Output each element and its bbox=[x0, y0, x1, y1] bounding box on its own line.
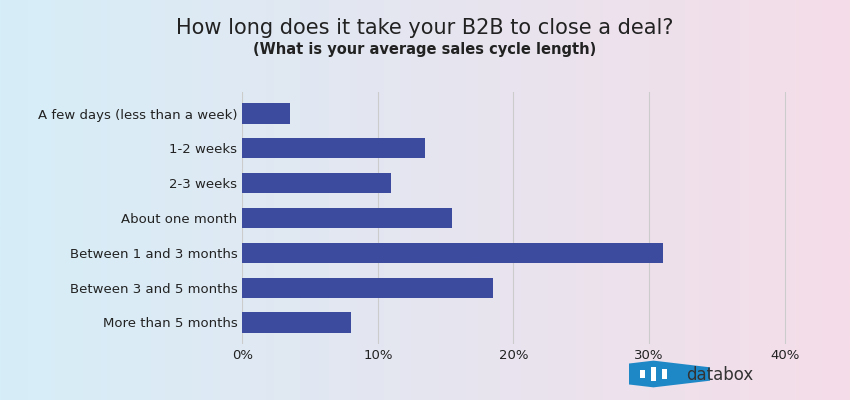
Bar bbox=[242, 243, 663, 263]
Polygon shape bbox=[597, 361, 710, 387]
Bar bbox=[242, 138, 425, 158]
Bar bbox=[242, 208, 452, 228]
Text: (What is your average sales cycle length): (What is your average sales cycle length… bbox=[253, 42, 597, 57]
Bar bbox=[651, 367, 656, 381]
Text: How long does it take your B2B to close a deal?: How long does it take your B2B to close … bbox=[176, 18, 674, 38]
Text: databox: databox bbox=[686, 366, 753, 384]
Bar bbox=[242, 312, 351, 332]
Bar bbox=[242, 104, 290, 124]
Bar bbox=[242, 173, 391, 193]
Bar bbox=[640, 370, 644, 378]
Bar bbox=[242, 278, 493, 298]
Bar bbox=[662, 369, 667, 379]
